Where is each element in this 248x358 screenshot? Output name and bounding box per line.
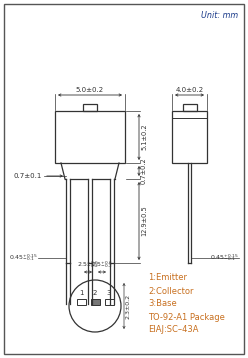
Text: TO-92-A1 Package: TO-92-A1 Package [148,313,225,321]
Bar [172,111,207,163]
Text: 0.45$^{+0.15}_{-0.1}$: 0.45$^{+0.15}_{-0.1}$ [210,253,239,263]
Text: 0.7±0.1: 0.7±0.1 [14,173,42,179]
Text: 0.45$^{+0.15}_{-0.1}$: 0.45$^{+0.15}_{-0.1}$ [9,253,38,263]
Text: 3: 3 [107,290,111,296]
Text: 2: 2 [93,290,97,296]
Text: 3:Base: 3:Base [148,300,177,309]
Text: EIAJ:SC–43A: EIAJ:SC–43A [148,325,198,334]
Text: 4.0±0.2: 4.0±0.2 [175,87,204,93]
Text: 2.5$^{+0.6}_{-0.2}$: 2.5$^{+0.6}_{-0.2}$ [77,259,99,270]
Bar [91,299,99,305]
Text: 1: 1 [79,290,83,296]
Text: 5.1±0.2: 5.1±0.2 [141,124,147,150]
Text: 5.0±0.2: 5.0±0.2 [76,87,104,93]
Text: 12.9±0.5: 12.9±0.5 [141,205,147,236]
Text: 2:Collector: 2:Collector [148,286,193,295]
Text: 2.3±0.2: 2.3±0.2 [126,294,131,319]
Bar [76,299,86,305]
Text: Unit: mm: Unit: mm [201,11,238,20]
Bar [183,104,196,111]
Text: 1:Emitter: 1:Emitter [148,274,187,282]
Text: 0.7±0.2: 0.7±0.2 [141,158,147,184]
Bar [83,104,97,111]
Bar [104,299,114,305]
Text: 2.5$^{+0.6}_{-0.2}$: 2.5$^{+0.6}_{-0.2}$ [91,259,113,270]
Bar [55,111,125,163]
